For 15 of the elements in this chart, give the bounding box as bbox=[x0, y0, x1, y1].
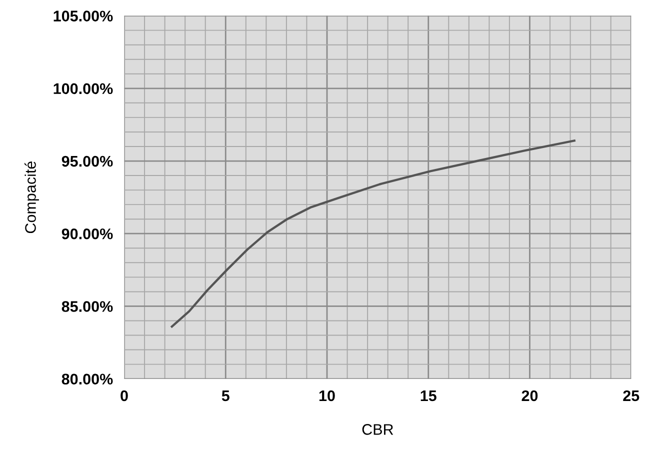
y-tick-label: 95.00% bbox=[62, 156, 113, 167]
y-axis-title: Compacité bbox=[24, 161, 39, 234]
x-tick-label: 5 bbox=[222, 390, 230, 402]
x-tick-label: 15 bbox=[420, 390, 436, 402]
x-tick-label: 25 bbox=[623, 390, 640, 402]
y-tick-label: 105.00% bbox=[54, 10, 113, 22]
y-tick-label: 90.00% bbox=[62, 228, 113, 240]
x-tick-label: 10 bbox=[319, 390, 335, 402]
y-tick-label: 80.00% bbox=[62, 374, 113, 385]
x-tick-label: 20 bbox=[522, 390, 538, 402]
x-tick-label: 0 bbox=[120, 390, 128, 402]
y-tick-label: 85.00% bbox=[62, 301, 113, 312]
x-axis-title: CBR bbox=[362, 424, 394, 435]
y-tick-label: 100.00% bbox=[54, 83, 113, 94]
line-series bbox=[170, 140, 576, 328]
